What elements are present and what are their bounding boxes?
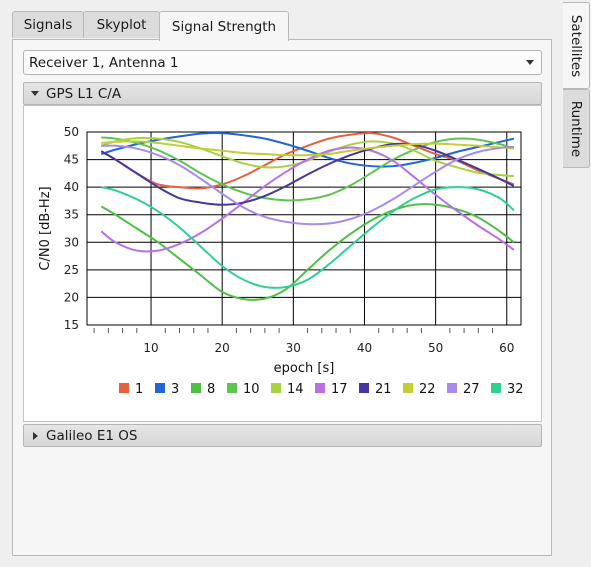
tab-skyplot[interactable]: Skyplot xyxy=(83,11,160,38)
y-axis-label: C/N0 [dB-Hz] xyxy=(38,186,53,270)
y-tick-label: 15 xyxy=(64,318,79,332)
legend-label-14: 14 xyxy=(287,382,304,397)
signal-strength-panel: Receiver 1, Antenna 1 GPS L1 C/A 15 20 25 3… xyxy=(12,39,552,556)
tab-signals[interactable]: Signals xyxy=(12,11,84,38)
tab-satellites[interactable]: Satellites xyxy=(563,2,590,89)
receiver-select-value: Receiver 1, Antenna 1 xyxy=(29,54,179,71)
legend-swatch-27 xyxy=(447,383,457,393)
y-tick-label: 50 xyxy=(64,125,79,139)
legend-label-17: 17 xyxy=(331,382,348,397)
legend-label-22: 22 xyxy=(419,382,436,397)
x-tick-label: 40 xyxy=(357,341,372,355)
legend-swatch-10 xyxy=(227,383,237,393)
gps-section-header[interactable]: GPS L1 C/A xyxy=(23,82,542,105)
tab-skyplot-label: Skyplot xyxy=(96,17,147,33)
tab-satellites-label: Satellites xyxy=(568,14,584,77)
series-line-8 xyxy=(100,203,515,301)
legend-label-8: 8 xyxy=(207,382,215,397)
legend-swatch-32 xyxy=(491,383,501,393)
legend-swatch-17 xyxy=(315,383,325,393)
legend-swatch-1 xyxy=(119,383,129,393)
gps-section-label: GPS L1 C/A xyxy=(46,85,122,102)
tab-runtime-label: Runtime xyxy=(568,100,584,157)
x-axis-label: epoch [s] xyxy=(274,361,335,376)
x-tick-label: 30 xyxy=(286,341,301,355)
y-tick-label: 30 xyxy=(64,235,79,249)
x-tick-label: 50 xyxy=(428,341,443,355)
series-line-21 xyxy=(100,142,515,206)
receiver-select[interactable]: Receiver 1, Antenna 1 xyxy=(23,50,542,75)
y-tick-label: 25 xyxy=(64,263,79,277)
x-tick-label: 10 xyxy=(143,341,158,355)
legend-label-1: 1 xyxy=(135,382,143,397)
chart-canvas: 15 20 25 30 35 40 45 50 10 20 30 40 50 60 epoch [s] C/N… xyxy=(38,125,524,397)
tab-signal-strength-label: Signal Strength xyxy=(171,18,277,35)
tab-signals-label: Signals xyxy=(23,17,73,33)
tab-runtime[interactable]: Runtime xyxy=(563,89,590,168)
series-line-27 xyxy=(101,144,514,226)
chevron-down-icon xyxy=(526,60,534,65)
plot-frame xyxy=(86,131,522,326)
galileo-section-header[interactable]: Galileo E1 OS xyxy=(23,424,542,447)
y-tick-label: 35 xyxy=(64,208,79,222)
tab-signal-strength[interactable]: Signal Strength xyxy=(159,11,289,41)
y-tick-label: 40 xyxy=(64,180,79,194)
series-line-1 xyxy=(100,132,515,190)
expanded-arrow-icon xyxy=(31,91,39,96)
y-tick-label: 45 xyxy=(64,153,79,167)
y-tick-label: 20 xyxy=(64,290,79,304)
legend-swatch-8 xyxy=(191,383,201,393)
series-line-17 xyxy=(100,146,515,253)
legend-label-10: 10 xyxy=(243,382,260,397)
legend-label-27: 27 xyxy=(463,382,480,397)
legend-swatch-22 xyxy=(403,383,413,393)
collapsed-arrow-icon xyxy=(33,431,38,440)
signal-strength-chart: 15 20 25 30 35 40 45 50 10 20 30 40 50 60 epoch [s] C/N… xyxy=(23,105,542,422)
legend-swatch-21 xyxy=(359,383,369,393)
legend-swatch-3 xyxy=(155,383,165,393)
legend-label-21: 21 xyxy=(375,382,392,397)
series-line-10 xyxy=(101,136,515,202)
x-tick-label: 60 xyxy=(499,341,514,355)
legend-swatch-14 xyxy=(271,383,281,393)
series-line-32 xyxy=(101,186,515,289)
legend-label-3: 3 xyxy=(171,382,179,397)
legend-label-32: 32 xyxy=(507,382,524,397)
x-tick-label: 20 xyxy=(215,341,230,355)
galileo-section-label: Galileo E1 OS xyxy=(46,427,138,444)
series-line-22 xyxy=(101,140,514,157)
